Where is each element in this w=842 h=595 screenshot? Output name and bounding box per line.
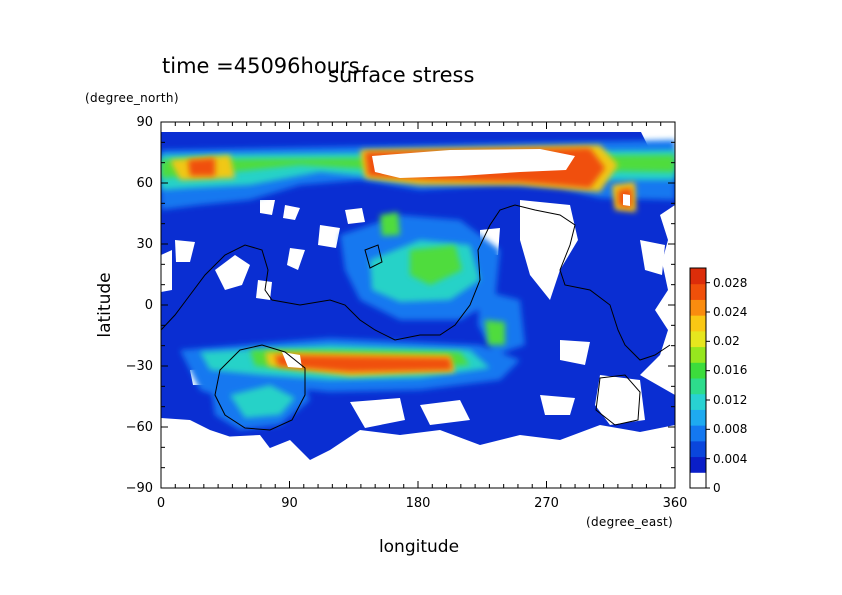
- y-tick-label: 60: [136, 176, 153, 191]
- x-tick-label: 360: [663, 496, 688, 511]
- axis-ticks: [160, 121, 676, 489]
- x-tick-label: 180: [406, 496, 431, 511]
- y-tick-label: 90: [136, 115, 153, 130]
- y-tick-label: −30: [126, 359, 153, 374]
- colorbar-swatch: [690, 393, 706, 410]
- colorbar-swatch: [690, 472, 706, 489]
- colorbar-swatch: [690, 362, 706, 379]
- colorbar-swatch: [690, 440, 706, 458]
- zero-holes: [161, 130, 675, 488]
- y-tick-label: −90: [126, 481, 153, 496]
- colorbar-tick-label: 0.028: [713, 276, 747, 290]
- colorbar-tick-label: 0.024: [713, 305, 747, 319]
- colorbar-swatch: [690, 456, 706, 473]
- stress-field: [161, 130, 675, 488]
- y-tick-labels: 90 60 30 0 −30 −60 −90: [126, 115, 153, 496]
- colorbar-swatch: [690, 330, 706, 348]
- y-unit: (degree_north): [85, 91, 179, 105]
- x-axis-label: longitude: [379, 537, 459, 557]
- colorbar-tick-label: 0: [713, 481, 721, 495]
- colorbar-swatch: [690, 346, 706, 363]
- colorbar-tick-labels: 0.028 0.024 0.02 0.016 0.012 0.008 0.004…: [713, 276, 747, 495]
- x-tick-label: 270: [534, 496, 559, 511]
- y-tick-label: 0: [145, 298, 153, 313]
- colorbar-tick-label: 0.012: [713, 393, 747, 407]
- colorbar-tick-label: 0.008: [713, 422, 747, 436]
- colorbar-swatch: [690, 378, 706, 395]
- colorbar-swatch: [690, 425, 706, 442]
- colorbar-tick-label: 0.016: [713, 363, 747, 377]
- coastlines: [161, 204, 671, 431]
- x-unit: (degree_east): [586, 515, 673, 529]
- y-axis-label: latitude: [95, 272, 115, 337]
- colorbar-swatch: [690, 268, 706, 285]
- colorbar-swatch: [690, 283, 706, 300]
- colorbar-frame: [689, 267, 707, 489]
- chart-title: surface stress: [328, 63, 474, 87]
- colorbar-swatch: [690, 409, 706, 426]
- y-tick-label: −60: [126, 420, 153, 435]
- x-tick-label: 0: [157, 496, 165, 511]
- y-tick-label: 30: [136, 237, 153, 252]
- colorbar-swatch: [690, 315, 706, 332]
- colorbar-tick-label: 0.02: [713, 334, 740, 348]
- colorbar-swatch: [690, 299, 706, 316]
- colorbar-tick-label: 0.004: [713, 452, 747, 466]
- time-label: time =45096hours: [162, 54, 360, 78]
- x-tick-labels: 0 90 180 270 360: [157, 496, 688, 511]
- field-saturated: [282, 149, 630, 368]
- colorbar: [689, 267, 710, 489]
- x-tick-label: 90: [281, 496, 298, 511]
